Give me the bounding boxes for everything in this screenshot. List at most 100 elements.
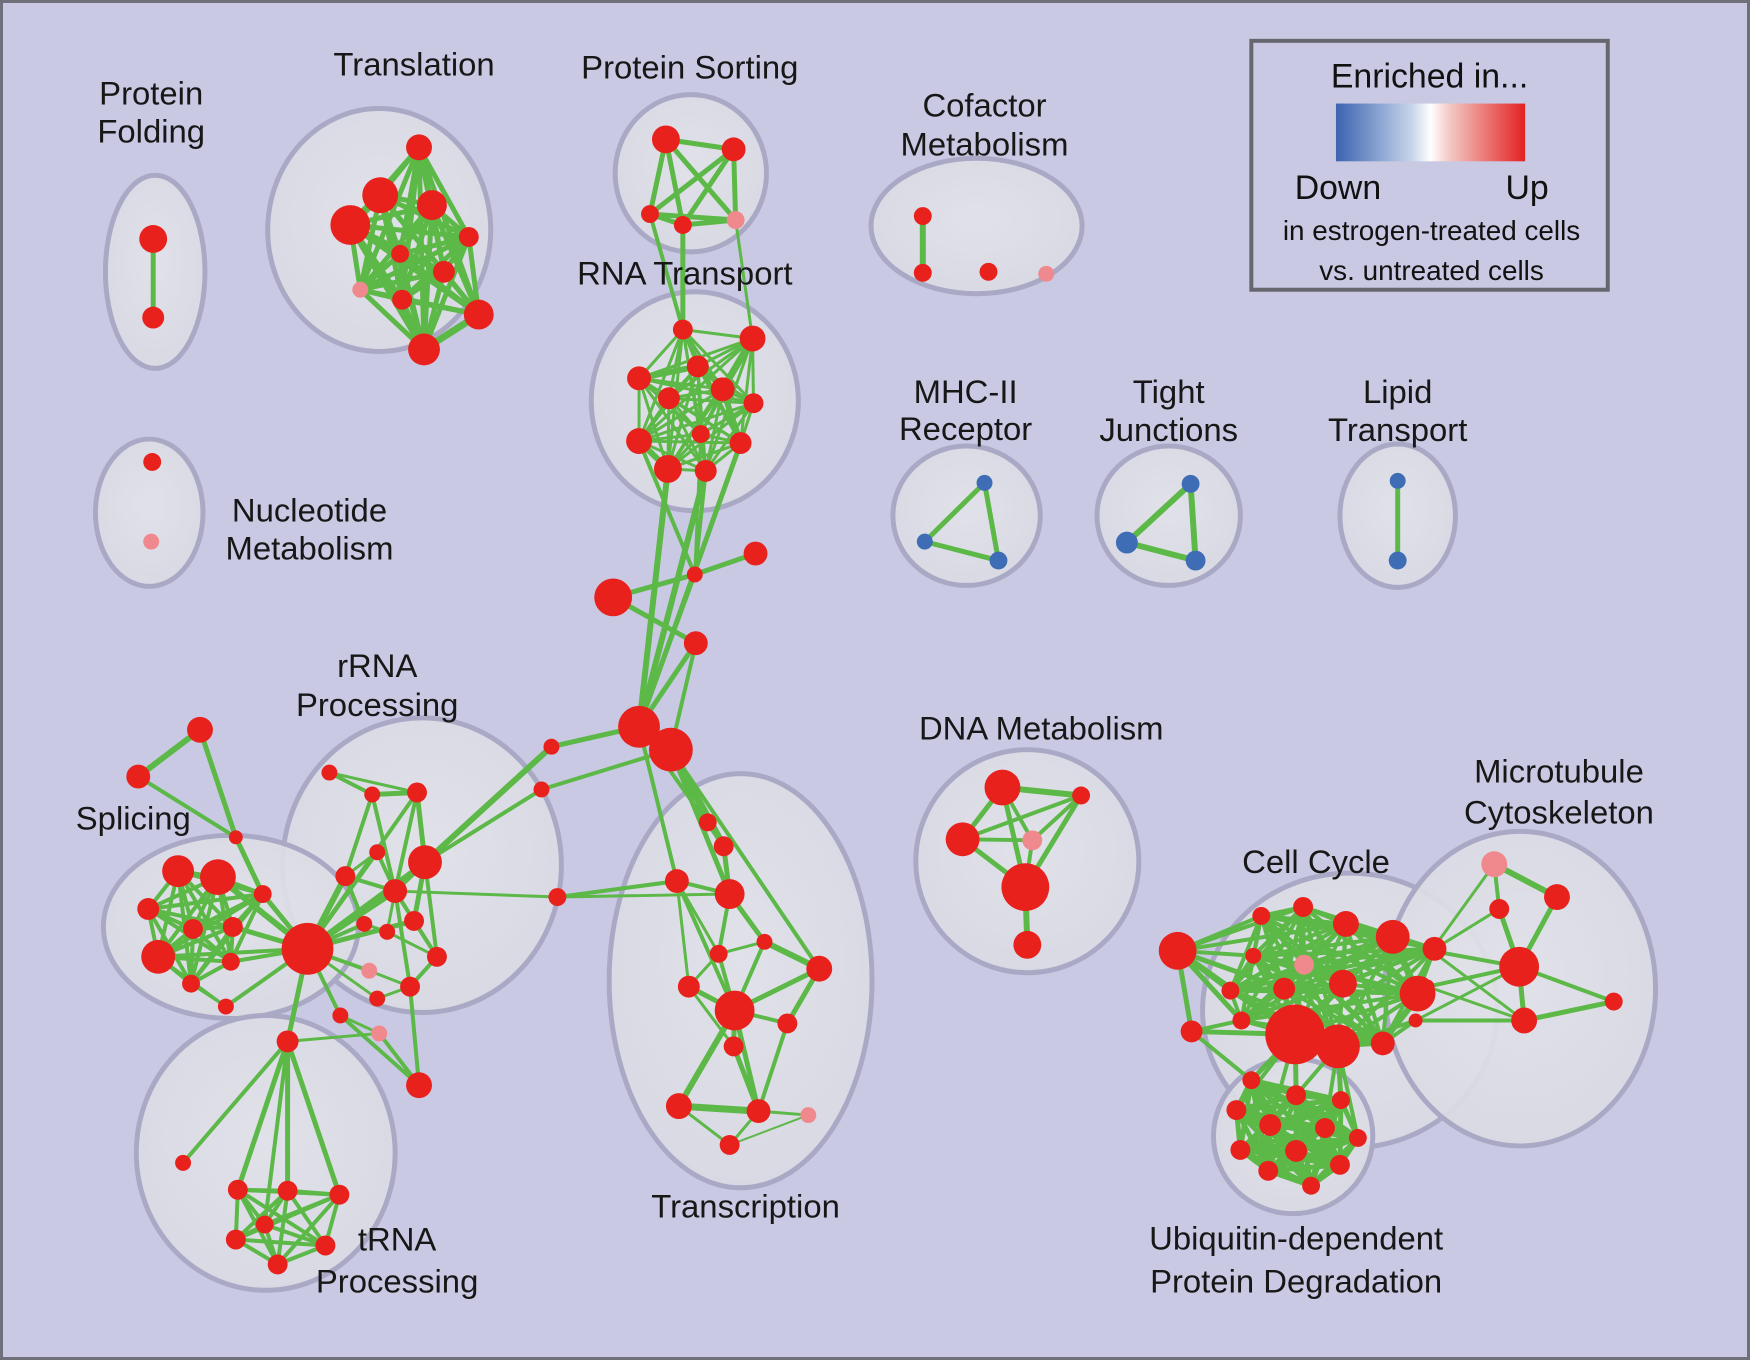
edge-tx10-tx13 xyxy=(756,1021,790,1114)
gene-set-node-lt1 xyxy=(1389,472,1406,489)
gene-set-node-pf1 xyxy=(139,225,168,253)
gene-set-node-mt5 xyxy=(1511,1007,1538,1034)
edge-tr3-tr11 xyxy=(347,222,427,352)
gene-set-node-r13 xyxy=(400,976,421,997)
gene-set-node-r15 xyxy=(332,1007,349,1024)
gene-set-node-mt6 xyxy=(1604,992,1623,1011)
gene-set-node-cc15 xyxy=(1316,1024,1360,1069)
gene-set-node-h2 xyxy=(594,578,633,617)
gene-set-node-r9 xyxy=(356,915,373,932)
cluster-label-rna-transport: RNA Transport xyxy=(577,255,792,292)
edge-mt8-mt5 xyxy=(1426,985,1526,1022)
cluster-label-translation: Translation xyxy=(333,46,494,83)
edge-rt12-b1 xyxy=(636,467,709,730)
cluster-label-transcription: Transcription xyxy=(651,1188,840,1225)
gene-set-node-r8 xyxy=(404,910,424,931)
gene-set-node-mh1 xyxy=(976,474,993,491)
edge-rt2-rt10 xyxy=(739,337,755,445)
gene-set-node-cc8 xyxy=(1245,947,1262,964)
edge-cc1-cc3 xyxy=(1175,905,1306,953)
gene-set-node-r2 xyxy=(364,786,381,803)
gene-set-node-cf2 xyxy=(913,263,932,282)
edge-mh1-mh3 xyxy=(982,480,1001,564)
gene-set-node-ub8 xyxy=(1230,1139,1251,1160)
gene-set-node-rt3 xyxy=(627,366,651,391)
gene-set-node-sp5 xyxy=(222,916,243,937)
gene-set-node-cc1 xyxy=(1158,931,1197,970)
gene-set-node-h1 xyxy=(686,566,703,583)
cluster-label-protein-sorting: Protein Sorting xyxy=(581,49,798,86)
gene-set-node-ub10 xyxy=(1329,1154,1350,1175)
edge-rt3-rt6 xyxy=(637,376,756,405)
edge-tx15-tx14 xyxy=(728,1114,810,1146)
edge-tn0-tn3 xyxy=(285,1038,342,1198)
edge-s2-r7 xyxy=(423,787,544,865)
edge-rt3-rt12 xyxy=(637,376,708,473)
cluster-region-trna-processing xyxy=(133,1013,398,1293)
edge-tj1-tj3 xyxy=(1187,480,1199,564)
gene-set-node-r10 xyxy=(379,923,396,940)
edge-cc12-cc13 xyxy=(1239,991,1420,1023)
cluster-label-lipid-transport: Lipid Transport xyxy=(1328,373,1467,448)
gene-set-node-ub11 xyxy=(1258,1160,1279,1181)
gene-set-node-dm2 xyxy=(1072,786,1091,805)
edge-tn2-tn4 xyxy=(233,1188,290,1242)
gene-set-node-tx10 xyxy=(777,1013,798,1034)
gene-set-node-r16 xyxy=(371,1025,388,1042)
cluster-label-rrna-processing: rRNA Processing xyxy=(296,647,458,723)
gene-set-node-tr5 xyxy=(458,227,479,247)
edge-r1-r2 xyxy=(327,770,375,797)
gene-set-node-rt12 xyxy=(694,459,717,482)
gene-set-node-tj3 xyxy=(1185,550,1206,571)
edge-t2-t3 xyxy=(136,774,238,840)
gene-set-node-sp6 xyxy=(141,939,176,974)
edge-rt5-rt12 xyxy=(704,387,725,473)
edge-rt9-rt10 xyxy=(637,439,743,445)
gene-set-node-rt2 xyxy=(739,325,766,352)
edge-tr7-tr8 xyxy=(357,269,447,293)
gene-set-node-sp10 xyxy=(217,998,234,1015)
gene-set-node-r5 xyxy=(335,866,356,887)
edge-tj1-tj2 xyxy=(1123,480,1194,546)
cluster-label-trna-processing: tRNA Processing xyxy=(316,1220,478,1299)
legend-box xyxy=(1249,38,1610,292)
gene-set-node-ub4 xyxy=(1226,1100,1247,1121)
edge-tn4-tn5 xyxy=(233,1237,328,1248)
edge-mt5-mt6 xyxy=(1521,999,1617,1023)
legend-down-label: Down xyxy=(1295,169,1382,207)
gene-set-node-mh3 xyxy=(989,551,1008,570)
edge-t1-t3 xyxy=(197,727,239,840)
gene-set-node-cc16 xyxy=(1370,1031,1395,1056)
gene-set-node-sp8 xyxy=(221,952,240,971)
gene-set-node-tr8 xyxy=(352,281,369,298)
gene-set-node-mt1 xyxy=(1481,851,1508,878)
gene-set-node-mt3 xyxy=(1489,899,1510,919)
cluster-label-nucleotide-metabolism: Nucleotide Metabolism xyxy=(226,492,394,567)
edge-sp3-sp5 xyxy=(146,906,235,929)
edge-r3-r6 xyxy=(393,790,420,894)
gene-set-node-r6 xyxy=(383,879,408,904)
edge-mh2-mh3 xyxy=(922,539,1001,564)
gene-set-node-t1 xyxy=(187,716,213,743)
edge-rt6-rt7 xyxy=(667,396,756,405)
gene-set-node-sp1 xyxy=(162,855,195,888)
edge-r17-r13 xyxy=(408,984,422,1088)
edge-cc6-cc8 xyxy=(1251,946,1437,958)
gene-set-node-r7 xyxy=(408,845,442,880)
edge-rt7-rt10 xyxy=(667,396,743,445)
edge-b2-tx7 xyxy=(668,747,822,971)
gene-set-node-tx7 xyxy=(806,955,833,982)
gene-set-node-rt7 xyxy=(657,387,680,410)
gene-set-node-t3 xyxy=(228,830,243,845)
edge-rt1-rt6 xyxy=(681,328,756,405)
edge-ps5-rt2 xyxy=(734,218,755,341)
gene-set-node-cc11 xyxy=(1328,969,1357,998)
edge-cc3-cc9 xyxy=(1228,905,1306,993)
edge-b1-tx3 xyxy=(637,724,679,884)
edge-ps3-rt1 xyxy=(648,212,685,332)
gene-set-node-cc10 xyxy=(1273,977,1296,1000)
gene-set-node-ub7 xyxy=(1348,1129,1367,1147)
gene-set-node-tn3 xyxy=(329,1184,350,1205)
gene-set-node-tn2 xyxy=(277,1180,298,1201)
edge-t3-sp9 xyxy=(233,834,266,897)
